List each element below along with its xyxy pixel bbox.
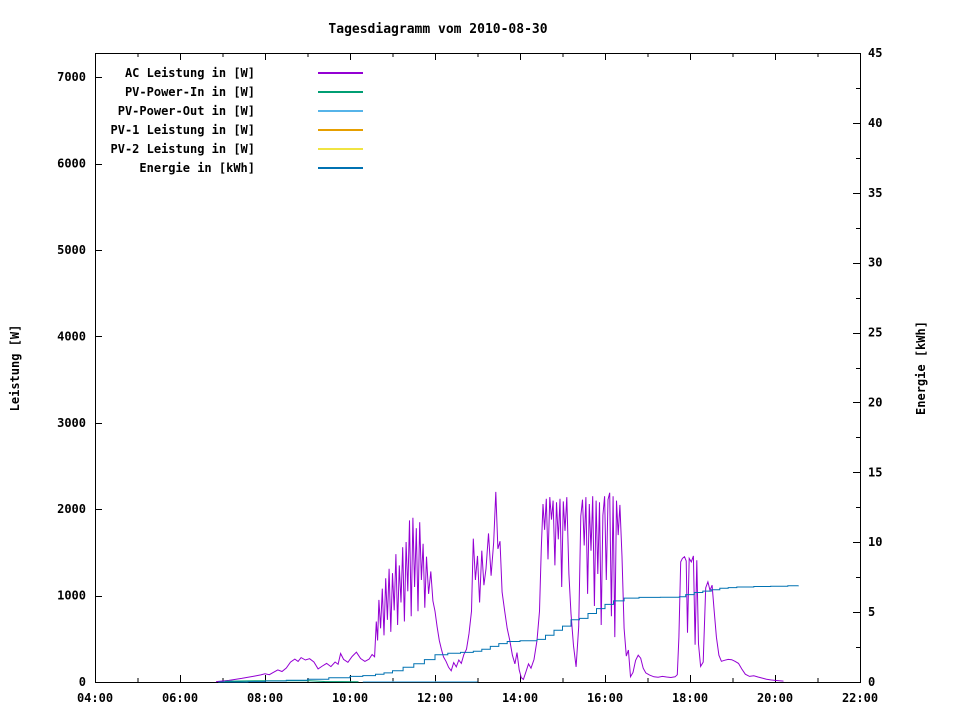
y1-axis-label: Leistung [W]	[8, 324, 22, 412]
legend-line-sample	[318, 109, 363, 112]
x-tick-label: 12:00	[417, 691, 453, 705]
legend-row-pv1-leistung: PV-1 Leistung in [W]	[95, 120, 363, 139]
x-tick-label: 08:00	[247, 691, 283, 705]
y2-axis-label: Energie [kWh]	[914, 321, 928, 415]
series-line-pv-power-in-in-w-	[224, 680, 359, 683]
x-tick-label: 04:00	[77, 691, 113, 705]
series-line-ac-leistung-in-w-	[216, 491, 784, 683]
legend-row-pv-power-out: PV-Power-Out in [W]	[95, 101, 363, 120]
axes	[95, 53, 861, 683]
legend-row-pv2-leistung: PV-2 Leistung in [W]	[95, 139, 363, 158]
legend-label: Energie in [kWh]	[139, 160, 255, 175]
legend: AC Leistung in [W] PV-Power-In in [W] PV…	[95, 63, 363, 177]
legend-label: PV-Power-Out in [W]	[117, 103, 255, 118]
y2-tick-label: 20	[868, 395, 882, 409]
legend-label: PV-2 Leistung in [W]	[110, 141, 256, 156]
chart-title: Tagesdiagramm vom 2010-08-30	[328, 22, 548, 37]
legend-row-energie: Energie in [kWh]	[95, 158, 363, 177]
y2-tick-label: 5	[868, 605, 875, 619]
legend-line-sample	[318, 90, 363, 93]
legend-row-pv-power-in: PV-Power-In in [W]	[95, 82, 363, 101]
legend-row-ac-leistung: AC Leistung in [W]	[95, 63, 363, 82]
x-tick-label: 20:00	[757, 691, 793, 705]
y2-tick-label: 40	[868, 116, 882, 130]
x-tick-label: 14:00	[502, 691, 538, 705]
y2-tick-label: 15	[868, 465, 882, 479]
legend-line-sample	[318, 166, 363, 169]
y1-tick-label: 0	[79, 675, 86, 689]
x-tick-label: 10:00	[332, 691, 368, 705]
legend-line-sample	[318, 128, 363, 131]
legend-label: PV-Power-In in [W]	[124, 84, 255, 99]
y2-tick-label: 45	[868, 46, 882, 60]
x-tick-label: 18:00	[672, 691, 708, 705]
y1-tick-label: 3000	[57, 416, 86, 430]
legend-label: AC Leistung in [W]	[124, 65, 255, 80]
y2-tick-label: 30	[868, 256, 882, 270]
y2-tick-label: 35	[868, 186, 882, 200]
series-line-energie-in-kwh-	[218, 585, 799, 683]
y1-tick-label: 7000	[57, 70, 86, 84]
legend-line-sample	[318, 71, 363, 74]
legend-line-sample	[318, 147, 363, 150]
y2-tick-label: 25	[868, 326, 882, 340]
tick-labels: 04:00 06:00 08:00 10:00 12:00 14:00 16:00 18:00…	[57, 46, 882, 705]
series	[216, 491, 799, 683]
y2-tick-label: 0	[868, 675, 875, 689]
y1-tick-label: 5000	[57, 243, 86, 257]
y1-tick-label: 4000	[57, 329, 86, 343]
x-tick-label: 22:00	[842, 691, 878, 705]
y1-tick-label: 2000	[57, 502, 86, 516]
y1-tick-label: 1000	[57, 589, 86, 603]
y2-tick-label: 10	[868, 535, 882, 549]
legend-label: PV-1 Leistung in [W]	[110, 122, 256, 137]
x-tick-label: 06:00	[162, 691, 198, 705]
x-tick-label: 16:00	[587, 691, 623, 705]
y1-tick-label: 6000	[57, 157, 86, 171]
